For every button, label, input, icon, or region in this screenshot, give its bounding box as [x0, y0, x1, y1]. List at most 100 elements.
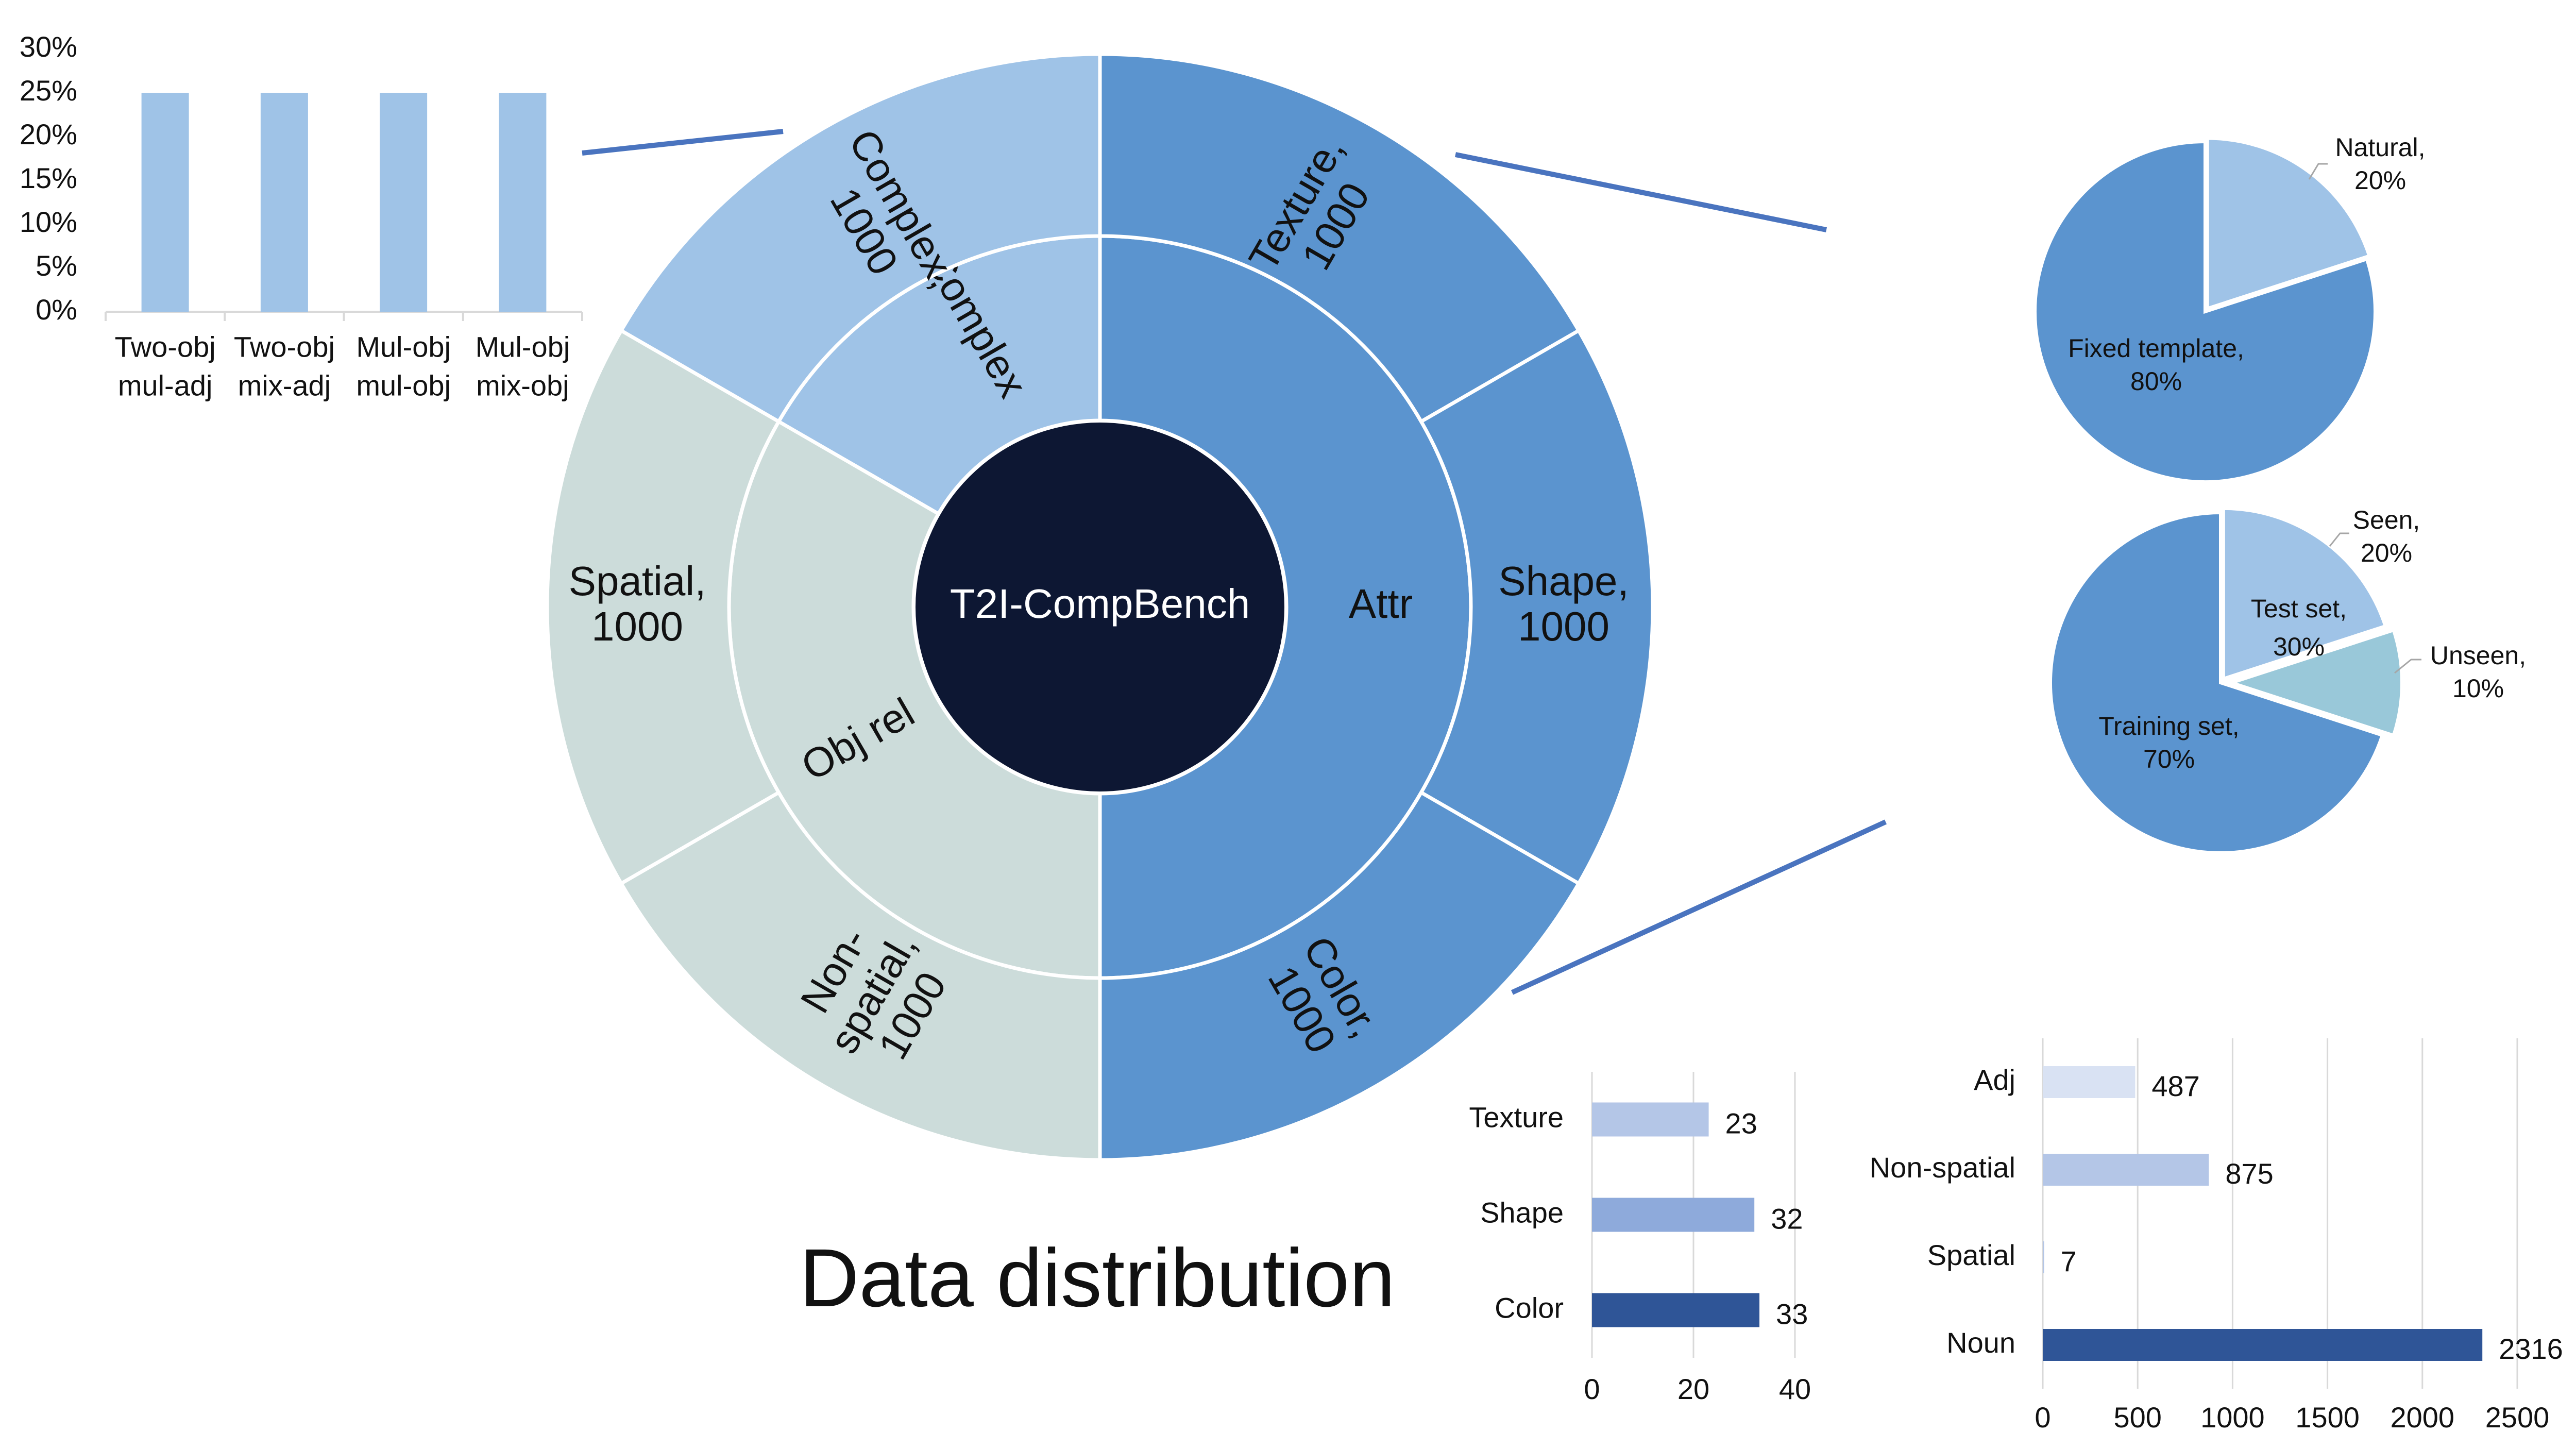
pie-slice-label: Unseen, [2430, 641, 2526, 670]
pie-slice-label: 70% [2143, 745, 2195, 773]
sunburst-center [916, 423, 1284, 791]
x-tick-label: mix-adj [238, 369, 331, 401]
pie-slice-label: Natural, [2335, 133, 2425, 162]
pie-annotation-label: 30% [2273, 632, 2325, 661]
sunburst-outer-segment [1418, 328, 1655, 886]
bar [1592, 1293, 1760, 1327]
sunburst-outer-label: Shape, [1498, 558, 1629, 604]
pie-annotation-label: Test set, [2251, 594, 2347, 623]
y-tick-label: 20% [20, 118, 77, 150]
x-tick-label: 500 [2113, 1401, 2161, 1434]
sunburst-outer-label: Spatial, [569, 558, 706, 604]
x-tick-label: Mul-obj [476, 330, 570, 363]
category-label: Non-spatial [1870, 1151, 2015, 1184]
pie-slice [2206, 137, 2371, 311]
pie-slice-label-group: Unseen, 10% [2430, 641, 2526, 703]
bar [2043, 1066, 2136, 1098]
leader-line [2394, 659, 2421, 674]
connector-line [582, 129, 784, 156]
sunburst-outer-segment [1098, 52, 1582, 424]
sunburst-outer-segment [618, 52, 1102, 424]
pie-slice-label: Seen, [2353, 506, 2420, 534]
sunburst-outer-label-group: Non-spatial,1000 [791, 920, 955, 1067]
x-tick-label: 0 [1584, 1373, 1600, 1405]
bar [2043, 1329, 2483, 1361]
y-tick-label: 25% [20, 74, 77, 107]
category-label: Noun [1946, 1326, 2015, 1359]
category-label: Color [1495, 1291, 1564, 1324]
connector-line [1511, 819, 1887, 995]
pie-slice [2049, 511, 2384, 854]
category-label: Shape [1480, 1196, 1564, 1228]
x-tick-label-group: Two-obj mix-adj [234, 330, 335, 401]
bar [1592, 1198, 1755, 1232]
complex-breakdown-chart: 0%5%10%15%20%25%30%Two-objmul-adjTwo-obj… [20, 30, 583, 401]
sunburst-outer-label: 1000 [1518, 603, 1609, 649]
x-tick-label-group: Mul-obj mul-obj [356, 330, 451, 401]
bar [2043, 1154, 2209, 1186]
x-tick-label: 40 [1779, 1373, 1811, 1405]
pie-slice-label: 20% [2361, 538, 2412, 567]
pie-slice-label: 20% [2354, 166, 2406, 195]
x-tick-label: 0 [2035, 1401, 2050, 1434]
leader-line [2308, 163, 2328, 180]
sunburst-outer-label-group: Shape,1000 [1498, 558, 1629, 649]
x-tick-label: 1000 [2200, 1401, 2265, 1434]
bar [1592, 1102, 1709, 1137]
sunburst-outer-label: 1000 [591, 603, 683, 649]
y-tick-label: 30% [20, 30, 77, 63]
x-tick-label-group: Mul-obj mix-obj [476, 330, 570, 401]
x-tick-label: 2000 [2391, 1401, 2455, 1434]
pie-annotation-label-group: Test set, 30% [2251, 594, 2347, 661]
pie-slice [2227, 628, 2404, 737]
pie-slice-label: Fixed template, [2068, 334, 2244, 363]
bar [260, 93, 308, 312]
x-tick-label: 1500 [2295, 1401, 2360, 1434]
bar [2043, 1241, 2044, 1273]
connector-line [1455, 152, 1827, 232]
callout-connectors [582, 129, 1887, 995]
pie-slice-label-group: Natural, 20% [2335, 133, 2425, 195]
attribute-counts-chart: 0 20 40 Texture 23 Shape 32 Color 33 [1469, 1072, 1811, 1405]
figure-title: Data distribution [800, 1232, 1395, 1324]
data-label: 2316 [2499, 1333, 2563, 1365]
sunburst-outer-segment [545, 328, 782, 886]
x-tick-label: mul-obj [356, 369, 451, 401]
y-tick-label: 0% [36, 293, 77, 326]
sunburst-outer-segment [618, 790, 1102, 1162]
x-tick-label: mix-obj [476, 369, 569, 401]
y-tick-label: 15% [20, 162, 77, 194]
data-label: 7 [2061, 1245, 2077, 1277]
train-test-split-pie: Seen, 20% Unseen, 10% Training set, 70% Test s… [2049, 506, 2526, 854]
word-type-counts-chart: 0 500 1000 1500 2000 2500 Adj 487 Non-spatial 875… [1870, 1038, 2563, 1434]
y-tick-label: 10% [20, 206, 77, 238]
x-tick-label: mul-adj [118, 369, 213, 401]
x-tick-label-group: Two-obj mul-adj [115, 330, 216, 401]
sunburst-outer-label-group: Spatial,1000 [569, 558, 706, 649]
prompt-source-pie: Natural, 20% Fixed template, 80% [2033, 133, 2426, 483]
pie-slice [2033, 140, 2377, 483]
pie-slice-label-group: Training set, 70% [2098, 712, 2239, 773]
data-label: 33 [1776, 1298, 1808, 1330]
pie-slice-label: 80% [2130, 367, 2182, 396]
data-label: 32 [1771, 1202, 1803, 1235]
pie-slice-label: Training set, [2098, 712, 2239, 740]
category-label: Texture [1469, 1101, 1564, 1133]
sunburst-center-label: T2I-CompBench [950, 581, 1250, 627]
category-label: Spatial [1927, 1239, 2015, 1271]
bar [499, 93, 547, 312]
data-label: 487 [2151, 1070, 2199, 1102]
x-tick-label: Two-obj [234, 330, 335, 363]
pie-slice-label-group: Seen, 20% [2353, 506, 2420, 567]
leader-line [2329, 532, 2349, 547]
pie-slice-label-group: Fixed template, 80% [2068, 334, 2244, 396]
pie-slice [2222, 507, 2387, 681]
data-label: 23 [1725, 1107, 1757, 1139]
x-tick-label: Two-obj [115, 330, 216, 363]
data-label: 875 [2225, 1157, 2273, 1190]
x-tick-label: 20 [1677, 1373, 1709, 1405]
x-tick-label: Mul-obj [356, 330, 451, 363]
pie-slice-label: 10% [2452, 674, 2504, 703]
